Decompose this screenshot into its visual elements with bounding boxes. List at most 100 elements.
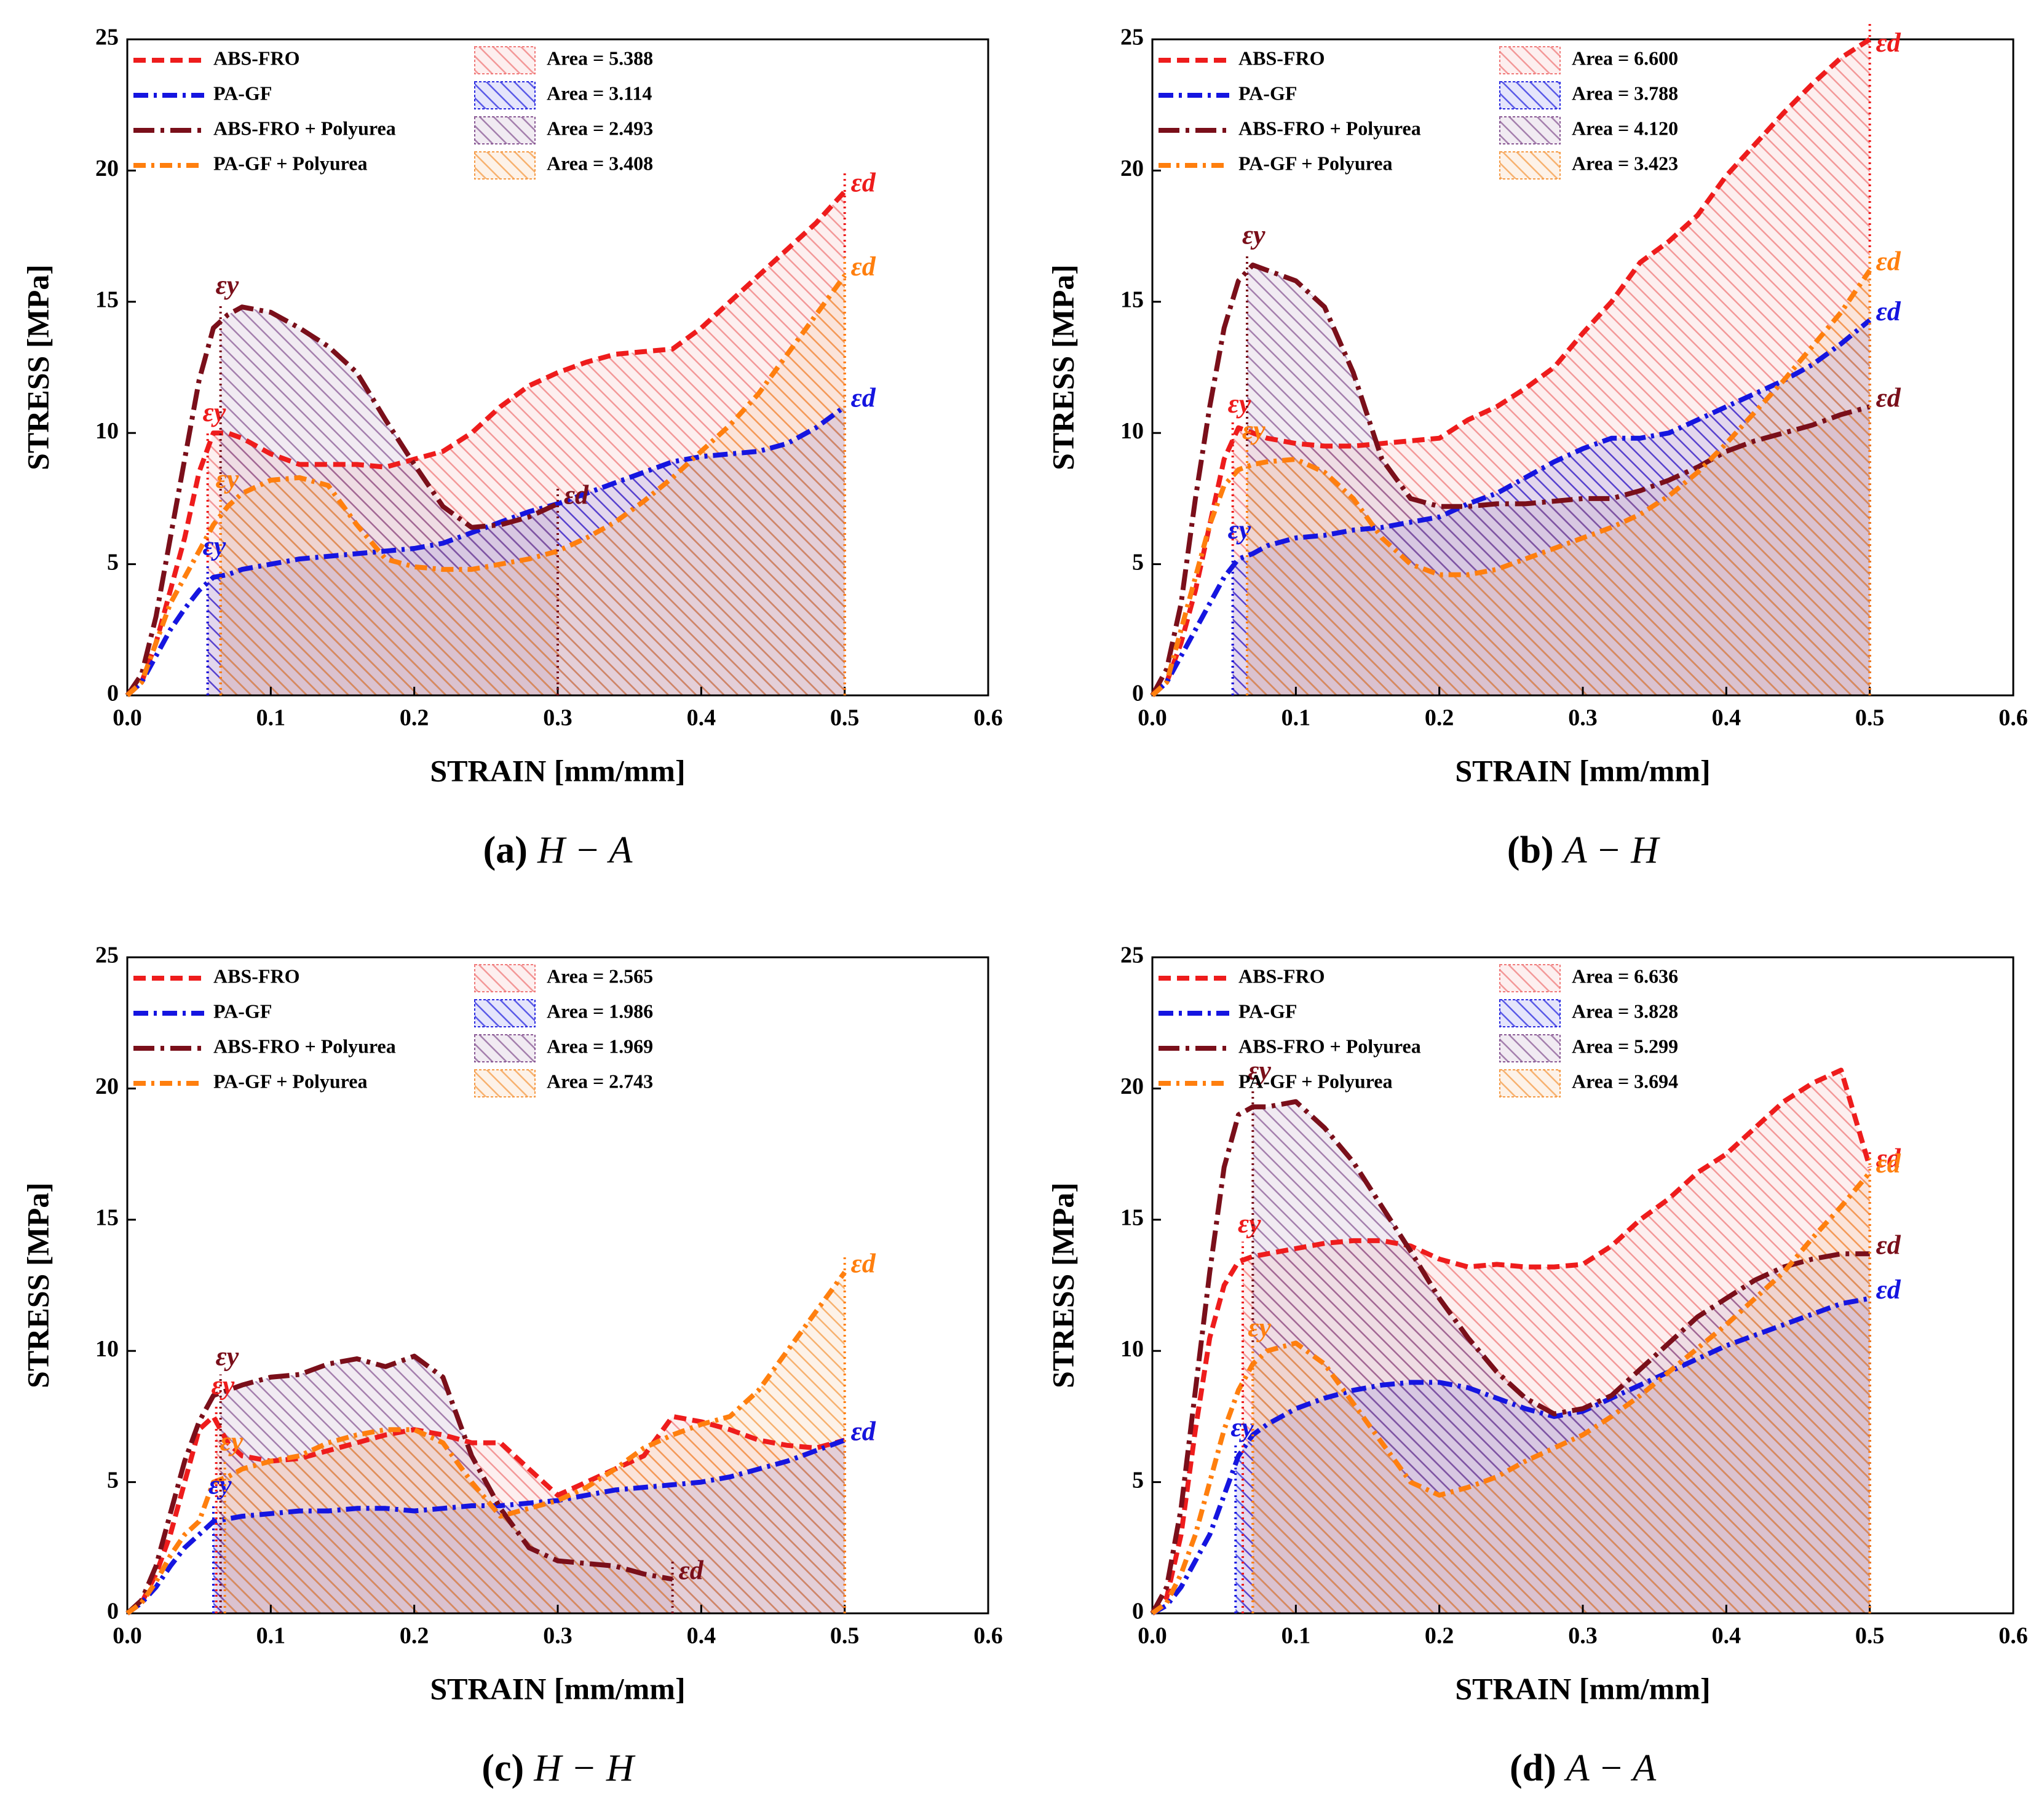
x-tick-label: 0.5 [1855, 705, 1885, 731]
series-line [1150, 263, 1871, 697]
y-tick-label: 0 [107, 681, 119, 706]
y-tick-label: 10 [1120, 418, 1144, 444]
legend-area-swatch [1499, 151, 1561, 180]
legend-area-swatch [1499, 1069, 1561, 1097]
y-tick-label: 25 [1120, 943, 1144, 968]
series-line [1151, 37, 1871, 697]
yield-label: εy [220, 1426, 244, 1457]
y-tick-label: 0 [1132, 1599, 1144, 1624]
legend-area-label: Area = 3.423 [1572, 152, 1678, 174]
legend-area-swatch [1499, 1034, 1561, 1062]
x-tick-label: 0.5 [830, 705, 860, 731]
y-axis-label: STRESS [MPa] [20, 1182, 55, 1388]
break-label: εd [1876, 1275, 1901, 1305]
series-line [125, 405, 847, 697]
yield-label: εy [1238, 1209, 1261, 1239]
x-axis-label: STRAIN [mm/mm] [1455, 1671, 1710, 1706]
series-line [125, 1353, 673, 1615]
legend-area-label: Area = 3.694 [1572, 1070, 1678, 1092]
break-label: εd [851, 1416, 876, 1446]
x-tick-label: 0.5 [830, 1623, 860, 1649]
legend-area-swatch [1499, 46, 1561, 74]
break-label: εd [1876, 383, 1901, 413]
y-tick-label: 10 [95, 1336, 119, 1362]
legend-area-label: Area = 6.636 [1572, 965, 1678, 987]
x-tick-label: 0.3 [1568, 705, 1598, 731]
x-tick-label: 0.1 [1281, 1623, 1311, 1649]
x-tick-label: 0.4 [687, 705, 716, 731]
x-axis-label: STRAIN [mm/mm] [1455, 753, 1710, 788]
series-line [1151, 318, 1872, 697]
hatched-area [224, 1272, 845, 1613]
legend-area-swatch [1499, 81, 1561, 109]
x-tick-label: 0.0 [113, 705, 142, 731]
x-tick-label: 0.5 [1855, 1623, 1885, 1649]
legend-area-label: Area = 2.565 [547, 965, 653, 987]
caption: (d) A − A [1510, 1747, 1657, 1789]
legend-label: ABS-FRO [1238, 47, 1325, 69]
yield-label: εy [216, 270, 239, 300]
legend-label: PA-GF + Polyurea [1238, 1070, 1392, 1092]
y-axis-label: STRESS [MPa] [1045, 1182, 1080, 1388]
yield-label: εy [216, 464, 239, 494]
y-tick-label: 25 [95, 943, 119, 968]
caption-panel: (b) [1507, 829, 1554, 871]
yield-label: εy [1242, 415, 1266, 445]
x-tick-label: 0.4 [1712, 705, 1741, 731]
legend-label: PA-GF + Polyurea [213, 152, 367, 174]
legend-label: ABS-FRO + Polyurea [1238, 1035, 1421, 1057]
series-line [1151, 1171, 1872, 1616]
legend-area-label: Area = 5.388 [547, 47, 653, 69]
legend-area-label: Area = 2.493 [547, 117, 653, 139]
series-line [125, 304, 559, 697]
yield-label: εy [203, 397, 226, 427]
y-tick-label: 5 [107, 1467, 119, 1493]
legend-area-swatch [474, 81, 536, 109]
yield-label: εy [1230, 1412, 1254, 1442]
x-tick-label: 0.3 [543, 1623, 572, 1649]
x-axis-label: STRAIN [mm/mm] [430, 753, 685, 788]
y-tick-label: 15 [95, 287, 119, 313]
y-tick-label: 0 [1132, 681, 1144, 706]
y-tick-label: 20 [1120, 1074, 1144, 1099]
break-label: εd [1876, 1149, 1901, 1179]
legend-area-label: Area = 1.969 [547, 1035, 653, 1057]
break-label: εd [564, 480, 589, 510]
legend-label: ABS-FRO [1238, 965, 1325, 987]
x-tick-label: 0.6 [973, 705, 1003, 731]
hatched-area [1253, 1172, 1870, 1613]
x-tick-label: 0.2 [1425, 1623, 1454, 1649]
caption-text: A − H [1561, 829, 1661, 871]
y-tick-label: 20 [95, 156, 119, 181]
yield-label: εy [212, 1370, 235, 1401]
legend-label: ABS-FRO [213, 47, 299, 69]
x-tick-label: 0.0 [1138, 1623, 1167, 1649]
legend-area-swatch [1499, 999, 1561, 1027]
x-tick-label: 0.0 [1138, 705, 1167, 731]
yield-label: εy [1242, 219, 1266, 250]
caption: (a) H − A [483, 829, 633, 871]
caption-panel: (d) [1510, 1747, 1556, 1789]
caption-text: H − A [537, 829, 633, 871]
x-tick-label: 0.2 [1425, 705, 1454, 731]
yield-label: εy [1248, 1055, 1271, 1085]
legend-label: PA-GF + Polyurea [1238, 152, 1392, 174]
x-tick-label: 0.2 [400, 705, 429, 731]
break-label: εd [1876, 296, 1901, 326]
y-axis-label: STRESS [MPa] [20, 264, 55, 470]
x-tick-label: 0.6 [1998, 705, 2028, 731]
yield-label: εy [1248, 1313, 1271, 1343]
legend-area-swatch [474, 1034, 536, 1062]
break-label: εd [1876, 1144, 1901, 1174]
y-tick-label: 25 [95, 25, 119, 50]
x-tick-label: 0.3 [1568, 1623, 1598, 1649]
yield-label: εy [1228, 389, 1251, 419]
x-tick-label: 0.0 [113, 1623, 142, 1649]
y-tick-label: 15 [1120, 287, 1144, 313]
y-tick-label: 15 [95, 1205, 119, 1231]
legend-area-label: Area = 5.299 [1572, 1035, 1678, 1057]
legend-label: PA-GF [1238, 82, 1297, 104]
legend-area-label: Area = 6.600 [1572, 47, 1678, 69]
legend-label: PA-GF [213, 1000, 272, 1022]
legend-area-label: Area = 3.408 [547, 152, 653, 174]
